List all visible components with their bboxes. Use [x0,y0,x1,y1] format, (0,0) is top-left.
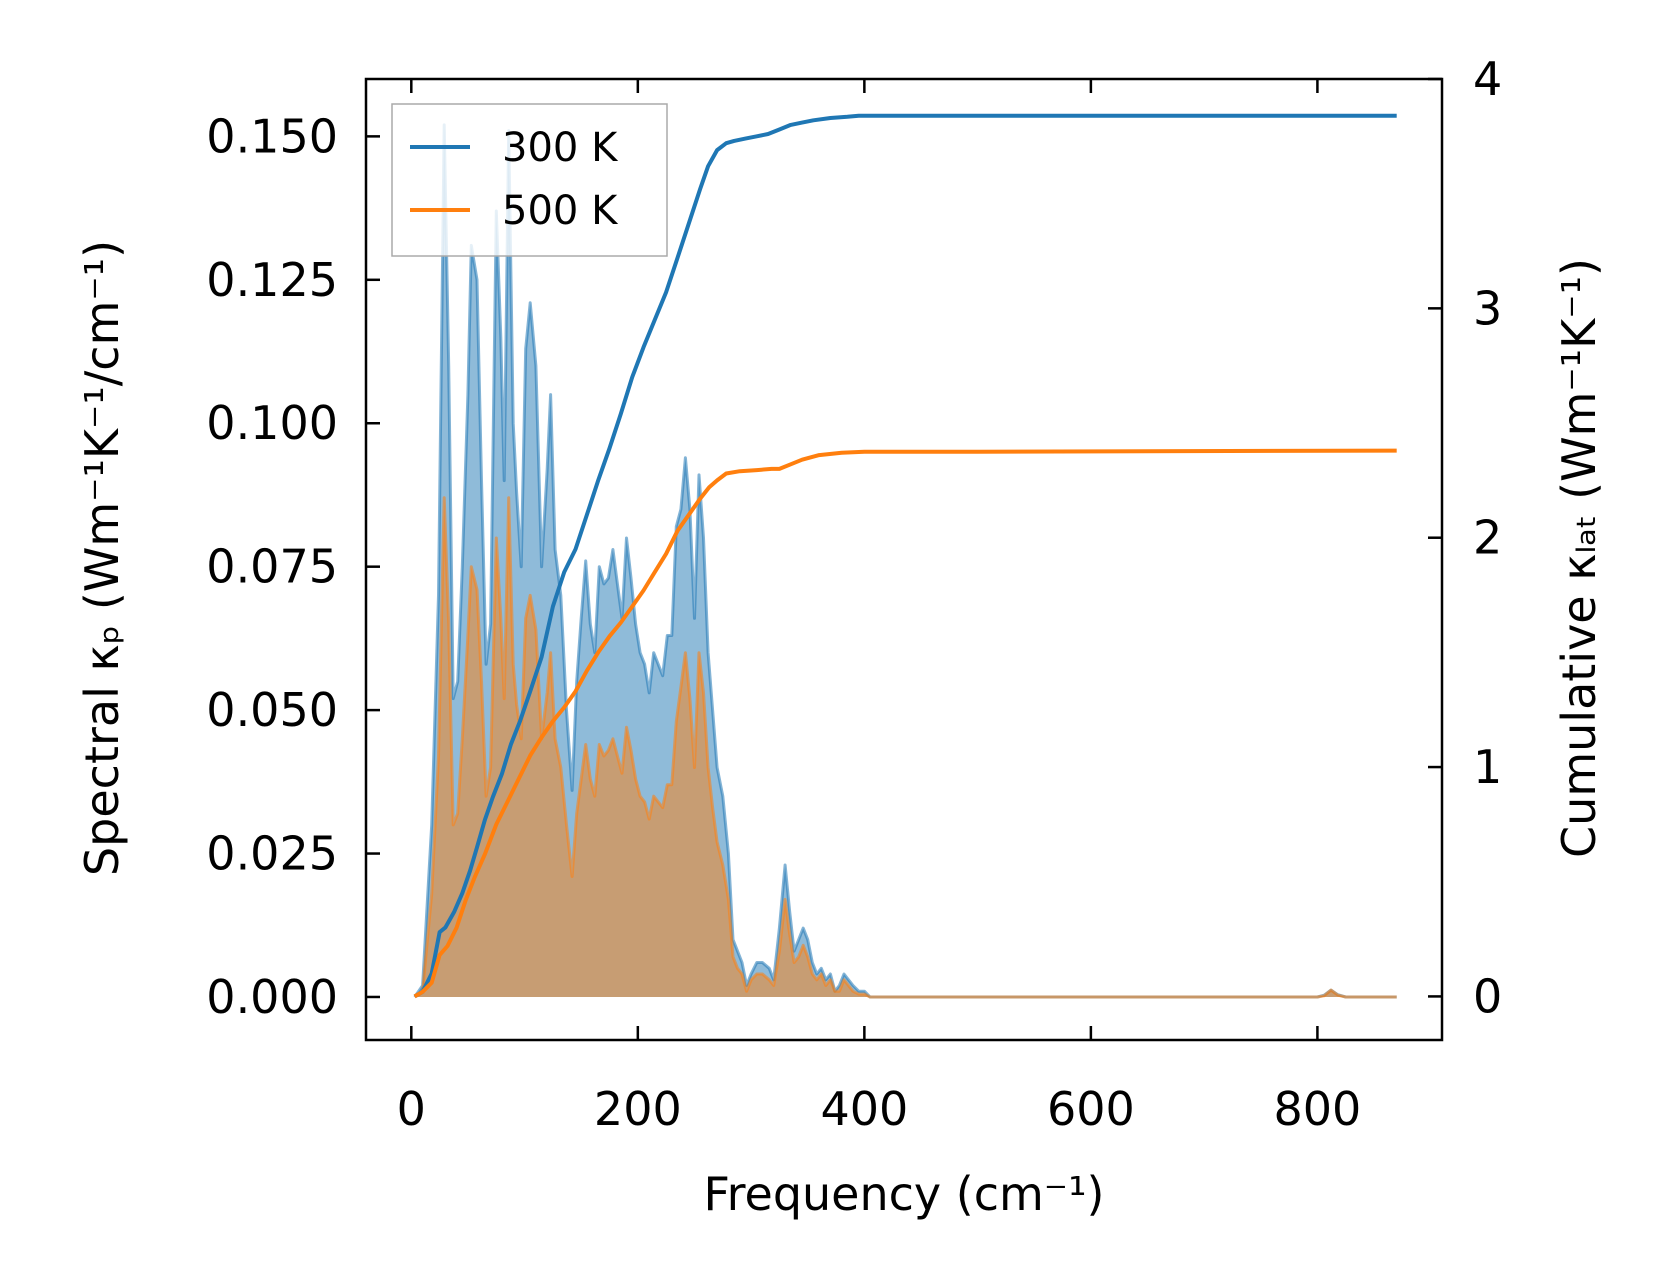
y-tick-label-left: 0.025 [206,827,338,881]
series-lines [413,113,1397,999]
spectral-fills [413,123,1397,999]
y-tick-label-left: 0.150 [206,109,338,163]
legend-box [391,103,668,257]
y-tick-label-right: 3 [1473,281,1502,335]
x-tick-label: 0 [397,1082,426,1136]
spectral-fill-300k [414,124,1397,997]
axis-tick-labels: 0 200 400 600 800 0.000 0.025 0.050 0.075 0.100 0.… [206,52,1502,1136]
cumulative-line-500k [413,448,1397,999]
y-tick-label-left: 0.000 [206,970,338,1024]
axis-ticks [366,77,1442,1040]
y-axis-label-left: Spectral κₚ (Wm⁻¹K⁻¹/cm⁻¹) [75,240,129,876]
plot-frame [364,77,1444,1042]
cumulative-line-300k [413,113,1397,999]
spectral-edge-500k [413,496,1397,999]
plot-area [413,113,1397,999]
legend-label-500k: 500 K [502,188,619,234]
x-tick-label: 200 [594,1082,682,1136]
legend: 300 K 500 K [391,103,668,257]
legend-label-300k: 300 K [502,125,619,171]
x-axis-label: Frequency (cm⁻¹) [704,1167,1105,1221]
x-tick-label: 600 [1047,1082,1135,1136]
y-tick-label-left: 0.125 [206,253,338,307]
y-tick-label-left: 0.100 [206,396,338,450]
y-tick-label-right: 1 [1473,740,1502,794]
y-tick-label-left: 0.075 [206,540,338,594]
spectral-fill-500k [414,497,1397,997]
y-tick-label-right: 0 [1473,969,1502,1023]
y-axis-label-right: Cumulative κₗₐₜ (Wm⁻¹K⁻¹) [1552,258,1606,858]
x-tick-label: 800 [1274,1082,1362,1136]
x-tick-label: 400 [820,1082,908,1136]
y-tick-label-right: 2 [1473,511,1502,565]
y-tick-label-right: 4 [1473,52,1502,106]
y-tick-label-left: 0.050 [206,683,338,737]
